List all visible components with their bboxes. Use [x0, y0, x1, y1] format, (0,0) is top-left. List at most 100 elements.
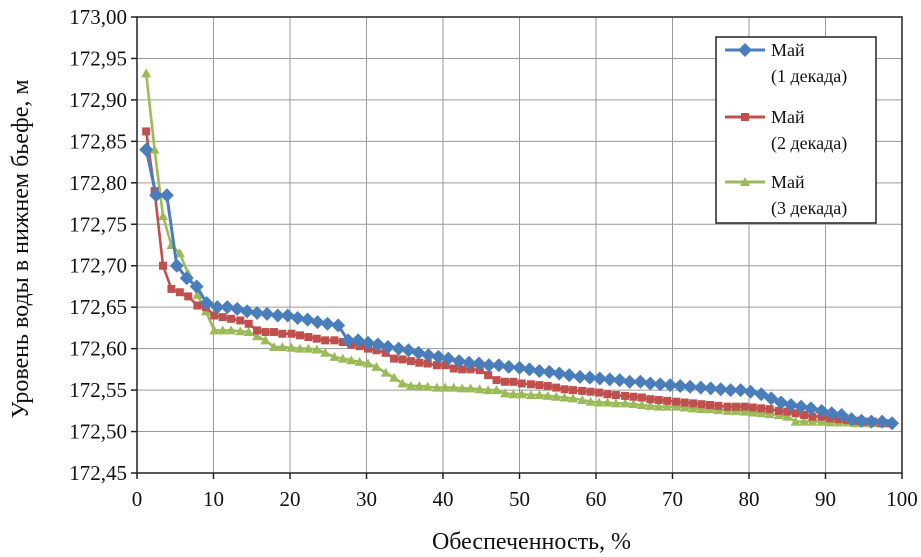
data-point-square — [372, 346, 381, 355]
data-point-diamond — [738, 43, 752, 57]
data-point-triangle — [440, 382, 451, 392]
data-point-diamond — [693, 380, 708, 395]
data-point-square — [748, 403, 757, 412]
x-tick-label: 80 — [739, 487, 760, 511]
data-point-triangle — [277, 341, 288, 351]
y-tick-label: 172,85 — [69, 129, 127, 153]
data-point-diamond — [582, 370, 597, 385]
data-point-triangle — [516, 389, 527, 399]
data-point-square — [517, 379, 526, 388]
data-point-square — [560, 385, 569, 394]
data-point-square — [492, 376, 501, 385]
x-tick-label: 60 — [586, 487, 607, 511]
data-point-triangle — [354, 356, 365, 366]
y-tick-label: 172,65 — [69, 295, 127, 319]
data-point-square — [689, 399, 698, 408]
data-point-triangle — [739, 406, 750, 416]
data-point-triangle — [671, 401, 682, 411]
data-point-triangle — [346, 355, 357, 365]
data-point-diamond — [320, 316, 335, 331]
data-point-square — [347, 340, 356, 349]
data-point-triangle — [551, 391, 562, 401]
x-axis-ticks: 0 10 20 30 40 50 60 70 80 90 100 — [132, 473, 918, 511]
data-point-triangle — [405, 380, 416, 390]
data-point-diamond — [300, 312, 315, 327]
data-point-square — [697, 400, 706, 409]
data-point-triangle — [174, 248, 185, 258]
data-point-triangle — [268, 341, 279, 351]
data-point-triangle — [311, 344, 322, 354]
data-point-diamond — [743, 384, 758, 399]
data-point-diamond — [592, 371, 607, 386]
y-tick-label: 172,70 — [69, 254, 127, 278]
data-point-diamond — [784, 398, 799, 413]
data-point-square — [338, 338, 347, 347]
data-point-diamond — [169, 258, 184, 273]
series-1 — [139, 142, 900, 431]
series-group — [139, 68, 900, 431]
y-tick-label: 172,75 — [69, 212, 127, 236]
data-point-diamond — [361, 335, 376, 350]
data-point-triangle — [380, 367, 391, 377]
y-tick-label: 172,50 — [69, 420, 127, 444]
data-point-diamond — [250, 305, 265, 320]
data-point-diamond — [139, 142, 154, 157]
data-point-diamond — [452, 354, 467, 369]
data-point-diamond — [159, 188, 174, 203]
data-point-square — [449, 364, 458, 373]
data-point-square — [398, 355, 407, 364]
data-point-triangle — [243, 327, 254, 337]
data-point-triangle — [568, 393, 579, 403]
data-point-square — [535, 381, 544, 390]
data-point-triangle — [610, 398, 621, 408]
data-point-square — [578, 386, 587, 395]
data-point-square — [330, 336, 339, 345]
data-point-square — [765, 405, 774, 414]
data-point-diamond — [391, 341, 406, 356]
data-point-triangle — [594, 397, 605, 407]
data-point-triangle — [816, 416, 827, 426]
data-point-triangle — [790, 416, 801, 426]
legend: Май (1 декада) Май (2 декада) Май (3 декада) — [715, 36, 877, 224]
data-point-triangle — [534, 390, 545, 400]
data-point-square — [167, 284, 176, 293]
data-point-diamond — [834, 407, 849, 422]
y-tick-label: 172,80 — [69, 171, 127, 195]
y-tick-label: 172,45 — [69, 461, 127, 485]
data-point-triangle — [371, 361, 382, 371]
data-point-square — [740, 402, 749, 411]
data-point-square — [621, 391, 630, 400]
data-point-triangle — [320, 347, 331, 357]
data-point-diamond — [401, 343, 416, 358]
data-point-triangle — [662, 401, 673, 411]
data-point-square — [808, 412, 817, 421]
data-point-triangle — [260, 335, 271, 345]
data-point-diamond — [370, 337, 385, 352]
data-point-square — [611, 391, 620, 400]
data-point-square — [159, 261, 168, 270]
data-point-triangle — [337, 353, 348, 363]
data-point-triangle — [303, 343, 314, 353]
data-point-triangle — [559, 392, 570, 402]
data-point-diamond — [501, 359, 516, 374]
data-point-square — [509, 377, 518, 386]
data-point-square — [663, 396, 672, 405]
data-point-triangle — [799, 416, 810, 426]
data-point-diamond — [260, 306, 275, 321]
data-point-square — [304, 333, 313, 342]
data-point-triangle — [807, 416, 818, 426]
data-point-diamond — [673, 378, 688, 393]
data-point-square — [236, 316, 245, 325]
data-point-square — [287, 329, 296, 338]
data-point-square — [278, 329, 287, 338]
data-point-triangle — [149, 144, 160, 154]
y-tick-label: 172,90 — [69, 88, 127, 112]
data-point-square — [415, 358, 424, 367]
data-point-triangle — [620, 398, 631, 408]
data-point-triangle — [499, 388, 510, 398]
data-point-square — [381, 348, 390, 357]
data-point-diamond — [240, 304, 255, 319]
x-tick-label: 90 — [815, 487, 836, 511]
data-point-square — [458, 365, 467, 374]
